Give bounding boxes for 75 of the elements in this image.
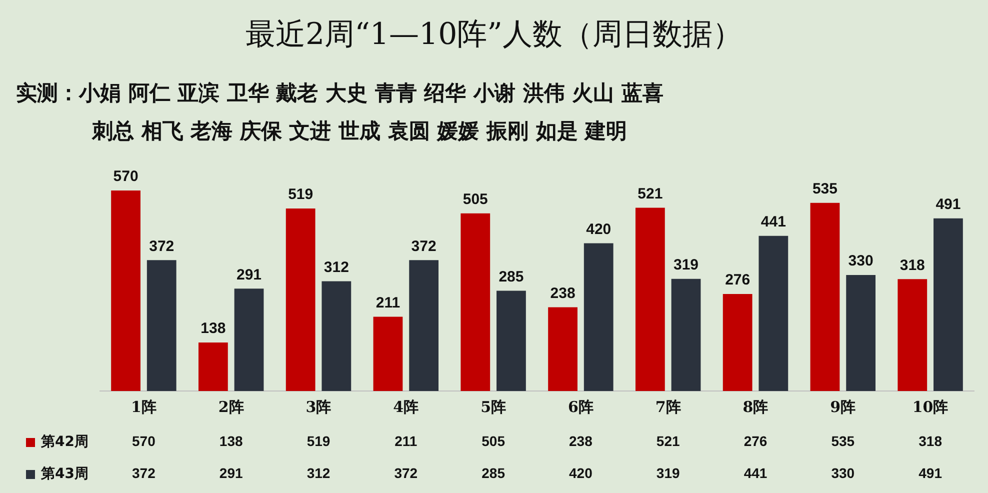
bar (722, 294, 752, 391)
data-label: 521 (656, 433, 680, 449)
bar (373, 316, 403, 391)
text: 570 (113, 168, 138, 186)
bar (584, 243, 614, 391)
text: 刺总 相飞 老海 庆保 文进 世成 袁圆 媛媛 振刚 如是 建明 (90, 117, 628, 145)
annotation: 276 (725, 272, 750, 289)
annotation: 441 (760, 214, 786, 231)
annotation: 505 (462, 191, 488, 208)
x-tick-label: 3阵 (306, 398, 332, 416)
bar (234, 288, 264, 391)
data-label: 535 (831, 433, 855, 449)
x-tick-label: 5阵 (480, 398, 506, 416)
data-label: 372 (394, 465, 418, 481)
data-label: 276 (744, 433, 768, 449)
legend-label: 第42周 (41, 433, 88, 451)
data-label: 372 (132, 465, 156, 481)
x-tick-label: 6阵 (568, 398, 594, 416)
annotation: 319 (674, 256, 699, 274)
bar (846, 274, 876, 391)
annotation: 285 (498, 268, 524, 286)
bar (934, 218, 963, 391)
annotation: 138 (200, 320, 226, 338)
chart-title: 最近2周“1—10阵”人数（周日数据） (244, 16, 744, 54)
data-label: 319 (656, 465, 680, 481)
annotation: 312 (324, 258, 349, 276)
annotation: 521 (638, 185, 663, 202)
data-label: 291 (219, 465, 243, 481)
data-label: 238 (569, 433, 592, 449)
legend-label: 第43周 (41, 465, 88, 483)
data-label: 491 (918, 465, 942, 481)
bar (496, 290, 526, 391)
bar (671, 278, 701, 391)
bar (548, 307, 578, 391)
data-label: 570 (132, 433, 156, 449)
data-label: 330 (831, 465, 855, 481)
bar (758, 236, 788, 391)
bar (635, 208, 665, 391)
annotation: 372 (149, 238, 174, 255)
data-label: 420 (569, 465, 592, 481)
bar (111, 190, 140, 391)
annotation: 211 (376, 294, 400, 312)
x-tick-label: 4阵 (393, 398, 419, 416)
data-label: 519 (306, 433, 330, 449)
bar (286, 208, 316, 391)
x-tick-label: 2阵 (218, 398, 244, 416)
annotation: 519 (288, 186, 314, 204)
annotation: 238 (550, 284, 576, 302)
x-tick-label: 8阵 (742, 398, 768, 416)
bar (146, 260, 176, 391)
chart-subtitle: 实测：小娟 阿仁 亚滨 卫华 戴老 大史 青青 绍华 小谢 洪伟 火山 蓝喜 (16, 79, 664, 107)
x-tick-label: 10阵 (912, 398, 948, 416)
annotation: 372 (411, 238, 436, 255)
data-label: 211 (394, 433, 418, 449)
annotation: 330 (848, 252, 874, 270)
bar (409, 260, 439, 391)
bar (810, 202, 840, 391)
annotation: 291 (236, 266, 262, 284)
data-label: 312 (306, 465, 330, 481)
bar (198, 342, 228, 391)
data-label: 138 (219, 433, 243, 449)
bar (460, 213, 490, 391)
x-tick-label: 7阵 (655, 398, 681, 416)
bar (898, 279, 928, 391)
data-label: 505 (482, 433, 505, 449)
data-label: 285 (482, 465, 505, 481)
data-label: 318 (918, 433, 942, 449)
x-tick-label: 9阵 (830, 398, 856, 416)
annotation: 535 (812, 180, 838, 198)
x-tick-label: 1阵 (130, 398, 156, 416)
annotation: 420 (586, 220, 612, 238)
annotation: 318 (900, 256, 925, 274)
bar (322, 281, 352, 391)
annotation: 491 (936, 196, 961, 213)
data-label: 441 (744, 465, 768, 481)
